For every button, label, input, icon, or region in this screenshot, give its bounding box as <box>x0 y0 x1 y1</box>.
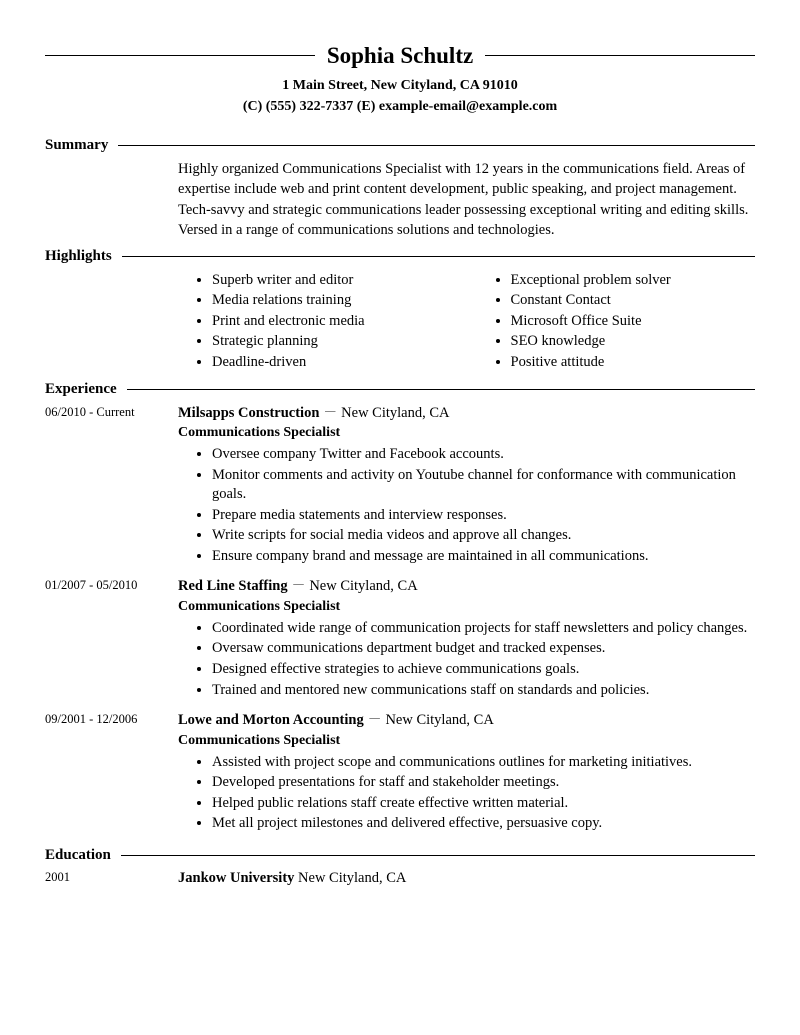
education-body: 2001 Jankow University New Cityland, CA <box>45 869 755 889</box>
job-dash: － <box>323 405 341 421</box>
job-header-line: Milsapps Construction － New Cityland, CA <box>178 404 755 424</box>
highlight-item: Print and electronic media <box>212 312 457 332</box>
summary-text: Highly organized Communications Speciali… <box>178 159 755 240</box>
job-bullets: Assisted with project scope and communic… <box>178 753 755 834</box>
education-rule <box>121 855 755 856</box>
job-company: Milsapps Construction <box>178 405 319 421</box>
job-bullet: Helped public relations staff create eff… <box>212 794 755 814</box>
job-bullet: Monitor comments and activity on Youtube… <box>212 466 755 505</box>
job-bullets: Oversee company Twitter and Facebook acc… <box>178 445 755 566</box>
education-school: Jankow University <box>178 870 294 886</box>
job-company: Red Line Staffing <box>178 578 288 594</box>
job-details: Red Line Staffing － New Cityland, CA Com… <box>178 577 755 701</box>
highlights-body: Superb writer and editor Media relations… <box>45 271 755 374</box>
highlights-list-1: Superb writer and editor Media relations… <box>178 271 457 374</box>
summary-title: Summary <box>45 135 108 155</box>
summary-section: Summary Highly organized Communications … <box>45 135 755 240</box>
name-rule-left <box>45 55 315 56</box>
job-title: Communications Specialist <box>178 424 755 443</box>
highlights-list-2: Exceptional problem solver Constant Cont… <box>477 271 756 374</box>
job-header-line: Lowe and Morton Accounting － New Citylan… <box>178 711 755 731</box>
name-rule-right <box>485 55 755 56</box>
highlight-item: Deadline-driven <box>212 353 457 373</box>
summary-left-col <box>45 159 160 240</box>
name-row: Sophia Schultz <box>45 40 755 71</box>
experience-title: Experience <box>45 379 117 399</box>
job-bullet: Trained and mentored new communications … <box>212 681 755 701</box>
summary-header: Summary <box>45 135 755 155</box>
job-bullet: Oversee company Twitter and Facebook acc… <box>212 445 755 465</box>
highlight-item: Constant Contact <box>511 291 756 311</box>
highlight-item: SEO knowledge <box>511 332 756 352</box>
highlights-left-col <box>45 271 160 374</box>
job-bullet: Assisted with project scope and communic… <box>212 753 755 773</box>
education-location: New Cityland, CA <box>298 870 406 886</box>
education-year: 2001 <box>45 869 160 889</box>
job-bullets: Coordinated wide range of communication … <box>178 619 755 700</box>
job-bullet: Designed effective strategies to achieve… <box>212 660 755 680</box>
job-details: Milsapps Construction － New Cityland, CA… <box>178 404 755 568</box>
experience-header: Experience <box>45 379 755 399</box>
summary-rule <box>118 145 755 146</box>
highlights-columns: Superb writer and editor Media relations… <box>178 271 755 374</box>
summary-body: Highly organized Communications Speciali… <box>45 159 755 240</box>
highlight-item: Strategic planning <box>212 332 457 352</box>
experience-rule <box>127 389 755 390</box>
job-title: Communications Specialist <box>178 732 755 751</box>
job-dates: 09/2001 - 12/2006 <box>45 711 160 835</box>
job-bullet: Oversaw communications department budget… <box>212 639 755 659</box>
highlights-section: Highlights Superb writer and editor Medi… <box>45 246 755 373</box>
education-header: Education <box>45 845 755 865</box>
job-title: Communications Specialist <box>178 598 755 617</box>
experience-section: Experience 06/2010 - Current Milsapps Co… <box>45 379 755 834</box>
job-company: Lowe and Morton Accounting <box>178 712 364 728</box>
job-location: New Cityland, CA <box>385 712 493 728</box>
highlights-rule <box>122 256 755 257</box>
resume-header: Sophia Schultz 1 Main Street, New Cityla… <box>45 40 755 117</box>
job-details: Lowe and Morton Accounting － New Citylan… <box>178 711 755 835</box>
job-dates: 01/2007 - 05/2010 <box>45 577 160 701</box>
job-entry: 09/2001 - 12/2006 Lowe and Morton Accoun… <box>45 711 755 835</box>
highlight-item: Media relations training <box>212 291 457 311</box>
highlight-item: Microsoft Office Suite <box>511 312 756 332</box>
highlights-header: Highlights <box>45 246 755 266</box>
job-entry: 06/2010 - Current Milsapps Construction … <box>45 404 755 568</box>
highlight-item: Positive attitude <box>511 353 756 373</box>
job-header-line: Red Line Staffing － New Cityland, CA <box>178 577 755 597</box>
education-section: Education 2001 Jankow University New Cit… <box>45 845 755 889</box>
highlight-item: Exceptional problem solver <box>511 271 756 291</box>
job-bullet: Met all project milestones and delivered… <box>212 814 755 834</box>
education-title: Education <box>45 845 111 865</box>
address-line: 1 Main Street, New Cityland, CA 91010 <box>45 77 755 96</box>
highlight-item: Superb writer and editor <box>212 271 457 291</box>
highlights-title: Highlights <box>45 246 112 266</box>
job-bullet: Developed presentations for staff and st… <box>212 773 755 793</box>
job-bullet: Ensure company brand and message are mai… <box>212 547 755 567</box>
job-bullet: Write scripts for social media videos an… <box>212 526 755 546</box>
job-bullet: Coordinated wide range of communication … <box>212 619 755 639</box>
highlights-right-col: Superb writer and editor Media relations… <box>178 271 755 374</box>
job-location: New Cityland, CA <box>309 578 417 594</box>
job-bullet: Prepare media statements and interview r… <box>212 506 755 526</box>
person-name: Sophia Schultz <box>327 40 473 71</box>
job-dates: 06/2010 - Current <box>45 404 160 568</box>
job-dash: － <box>367 712 385 728</box>
contact-line: (C) (555) 322-7337 (E) example-email@exa… <box>45 98 755 117</box>
job-entry: 01/2007 - 05/2010 Red Line Staffing － Ne… <box>45 577 755 701</box>
job-dash: － <box>291 578 309 594</box>
job-location: New Cityland, CA <box>341 405 449 421</box>
education-line: Jankow University New Cityland, CA <box>178 869 755 889</box>
